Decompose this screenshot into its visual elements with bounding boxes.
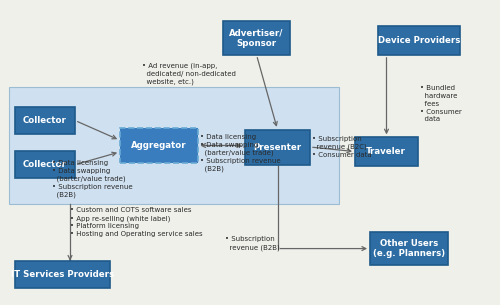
Text: • Ad revenue (in-app,
  dedicated/ non-dedicated
  website, etc.): • Ad revenue (in-app, dedicated/ non-ded… (142, 63, 236, 85)
Text: • Subscription
  revenue (B2B): • Subscription revenue (B2B) (225, 236, 280, 251)
FancyBboxPatch shape (378, 26, 460, 55)
Text: • Data licensing
• Data swapping
  (barter/value trade)
• Subscription revenue
 : • Data licensing • Data swapping (barter… (52, 160, 133, 198)
Text: Aggregator: Aggregator (131, 141, 186, 150)
Text: Advertiser/
Sponsor: Advertiser/ Sponsor (229, 28, 283, 48)
Text: Other Users
(e.g. Planners): Other Users (e.g. Planners) (372, 239, 445, 258)
FancyBboxPatch shape (222, 21, 290, 55)
Text: • Subscription
  revenue (B2C)
• Consumer data: • Subscription revenue (B2C) • Consumer … (312, 136, 372, 158)
Text: Collector: Collector (23, 116, 67, 125)
FancyBboxPatch shape (15, 261, 110, 288)
FancyBboxPatch shape (370, 232, 448, 265)
FancyBboxPatch shape (9, 87, 339, 204)
FancyBboxPatch shape (15, 151, 75, 178)
Text: • Data licensing
• Data swapping
  (barter/value trade)
• Subscription revenue
 : • Data licensing • Data swapping (barter… (200, 134, 280, 172)
FancyBboxPatch shape (355, 137, 418, 166)
Text: Traveler: Traveler (366, 147, 406, 156)
Text: Collector: Collector (23, 160, 67, 169)
FancyBboxPatch shape (120, 128, 198, 163)
Text: Presenter: Presenter (254, 143, 302, 152)
Text: IT Services Providers: IT Services Providers (11, 270, 114, 279)
Text: • Bundled
  hardware
  fees
• Consumer
  data: • Bundled hardware fees • Consumer data (420, 85, 462, 122)
Text: • Custom and COTS software sales
• App re-selling (white label)
• Platform licen: • Custom and COTS software sales • App r… (70, 207, 202, 237)
Text: Device Providers: Device Providers (378, 36, 460, 45)
FancyBboxPatch shape (15, 107, 75, 134)
FancyBboxPatch shape (245, 130, 310, 165)
